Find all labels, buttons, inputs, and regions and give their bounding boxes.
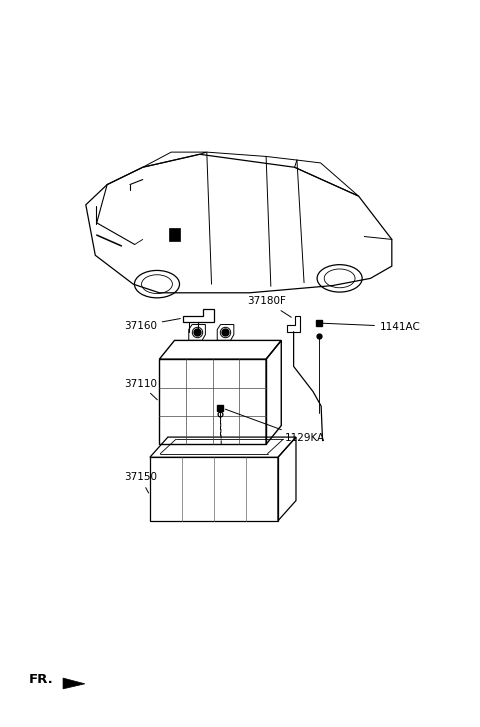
Text: 37160: 37160 — [124, 318, 180, 331]
Text: 37150: 37150 — [124, 473, 157, 493]
Text: 1129KA: 1129KA — [225, 409, 325, 443]
Text: FR.: FR. — [29, 673, 54, 686]
Text: 37110: 37110 — [124, 379, 157, 400]
Polygon shape — [63, 678, 85, 689]
Text: 1141AC: 1141AC — [322, 321, 421, 332]
Text: 37180F: 37180F — [247, 297, 291, 317]
Polygon shape — [169, 228, 180, 241]
